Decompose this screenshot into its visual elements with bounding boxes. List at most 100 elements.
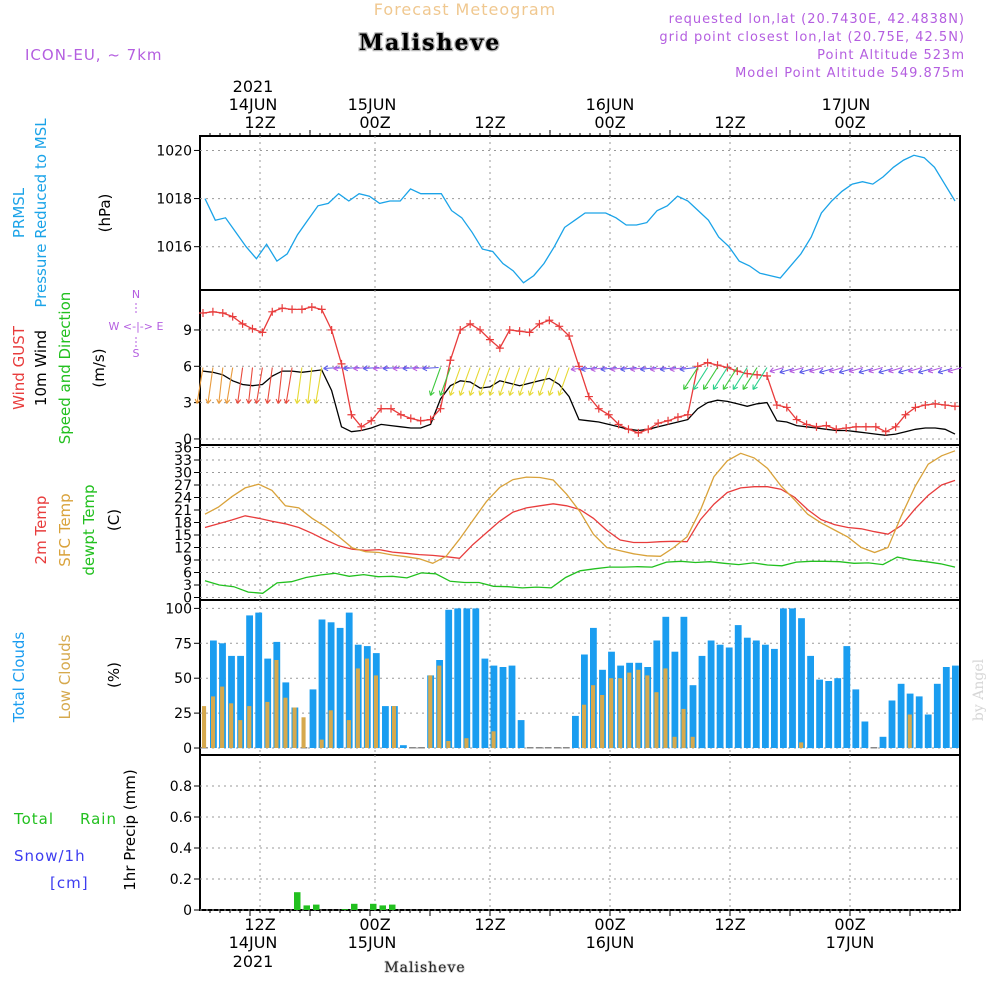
gust-marker — [367, 416, 376, 425]
gust-marker — [525, 328, 534, 337]
gust-marker — [901, 410, 910, 419]
gust-marker — [812, 422, 821, 431]
compass-north: N — [132, 288, 140, 301]
wind-arrow — [659, 365, 677, 373]
top-hour: 00Z — [834, 113, 865, 132]
total-cloud-bar — [572, 715, 579, 748]
wind-arrow — [216, 367, 224, 404]
total-cloud-bar — [725, 647, 733, 748]
rain-bar — [351, 903, 358, 910]
gust-marker — [446, 356, 455, 365]
wind-arrow — [283, 367, 293, 404]
page-title: Malisheve — [359, 30, 501, 56]
y-tick-label: 0.2 — [170, 872, 192, 888]
total-cloud-bar — [336, 627, 344, 748]
y-tick-label: 0 — [183, 591, 192, 607]
gust-marker — [436, 404, 445, 413]
wind-arrow — [732, 367, 748, 390]
y-tick-label: 3 — [183, 578, 192, 594]
gust-marker — [288, 305, 297, 314]
sfc-temp-line — [204, 450, 956, 565]
gust-marker — [753, 370, 762, 379]
watermark: by Angel — [971, 658, 987, 721]
wind-arrow — [752, 367, 768, 390]
y-tick-label: 0.4 — [170, 841, 192, 857]
y-tick-label: 30 — [174, 466, 192, 482]
low-cloud-bar — [211, 696, 216, 749]
gust-marker — [644, 425, 653, 434]
gust-marker — [871, 422, 880, 431]
total-cloud-bar — [544, 747, 552, 749]
wind-arrow — [679, 365, 696, 373]
total-cloud-bar — [707, 640, 715, 748]
low-cloud-bar — [799, 742, 804, 748]
temp2m-line — [204, 479, 956, 559]
pressure-line — [204, 154, 956, 284]
low-cloud-bar — [636, 669, 641, 748]
low-cloud-bar — [292, 707, 297, 748]
total-cloud-bar — [526, 747, 534, 749]
wind-arrow — [294, 367, 303, 404]
snow-unit: [cm] — [50, 874, 89, 892]
model-altitude: Model Point Altitude 549.875m — [735, 66, 965, 81]
wind-arrow — [333, 365, 350, 372]
rain-bar — [370, 903, 377, 910]
gust-marker — [268, 307, 277, 316]
total-cloud-bar — [228, 655, 235, 749]
dewpt-label: dewpt Temp — [80, 484, 98, 575]
sfc-temp-label: SFC Temp — [56, 493, 74, 566]
gust-marker — [426, 415, 435, 424]
low-cloud-bar — [654, 692, 659, 749]
y-tick-label: 6 — [183, 566, 192, 582]
total-cloud-bar — [517, 720, 525, 748]
wind-arrow — [372, 365, 390, 372]
gust-label: Wind GUST — [10, 325, 28, 410]
total-cloud-bar — [734, 625, 742, 748]
gust-marker — [624, 425, 633, 434]
y-tick-label: 15 — [174, 528, 192, 544]
y-tick-label: 50 — [174, 671, 192, 687]
y-tick-label: 6 — [183, 359, 192, 375]
wind-arrow — [547, 367, 560, 396]
wind-arrow — [428, 367, 442, 396]
wind-arrow — [620, 365, 637, 373]
gust-marker — [555, 322, 564, 331]
gust-marker — [456, 325, 465, 334]
y-tick-label: 0 — [183, 903, 192, 919]
gust-marker — [881, 427, 890, 436]
wind-arrow — [702, 367, 718, 390]
gust-marker — [584, 392, 593, 401]
gust-marker — [654, 419, 663, 428]
rain-bar — [379, 905, 386, 910]
wind-arrow — [313, 367, 323, 404]
gust-marker — [931, 399, 940, 408]
model-label: ICON-EU, ~ 7km — [25, 46, 163, 64]
gust-marker — [822, 421, 831, 430]
low-cloud-bar — [301, 717, 306, 748]
total-cloud-bar — [789, 608, 796, 748]
bottom-date: 16JUN — [586, 933, 635, 952]
gust-marker — [594, 404, 603, 413]
low-cloud-bar — [355, 668, 360, 748]
total-cloud-bar — [382, 706, 389, 748]
top-year: 2021 — [233, 77, 274, 96]
total-cloud-bar — [952, 665, 959, 748]
total-cloud-bar — [897, 683, 905, 748]
total-cloud-bar — [318, 619, 326, 748]
temp2m-label: 2m Temp — [32, 496, 50, 565]
wind-arrow — [769, 366, 785, 374]
wind-arrow — [868, 366, 883, 374]
wind-arrow — [382, 365, 400, 372]
rain-bar — [294, 892, 301, 910]
total-cloud-bar — [716, 644, 724, 748]
gust-marker — [792, 415, 801, 424]
gust-marker — [258, 328, 267, 337]
total-cloud-bar — [508, 665, 516, 748]
bottom-hour: 12Z — [244, 915, 275, 934]
total-cloud-bar — [345, 612, 353, 749]
wind-arrow — [323, 365, 340, 372]
total-cloud-bar — [409, 747, 416, 749]
total-cloud-bar — [915, 696, 923, 749]
gust-marker — [723, 363, 732, 372]
total-cloud-bar — [255, 612, 263, 749]
